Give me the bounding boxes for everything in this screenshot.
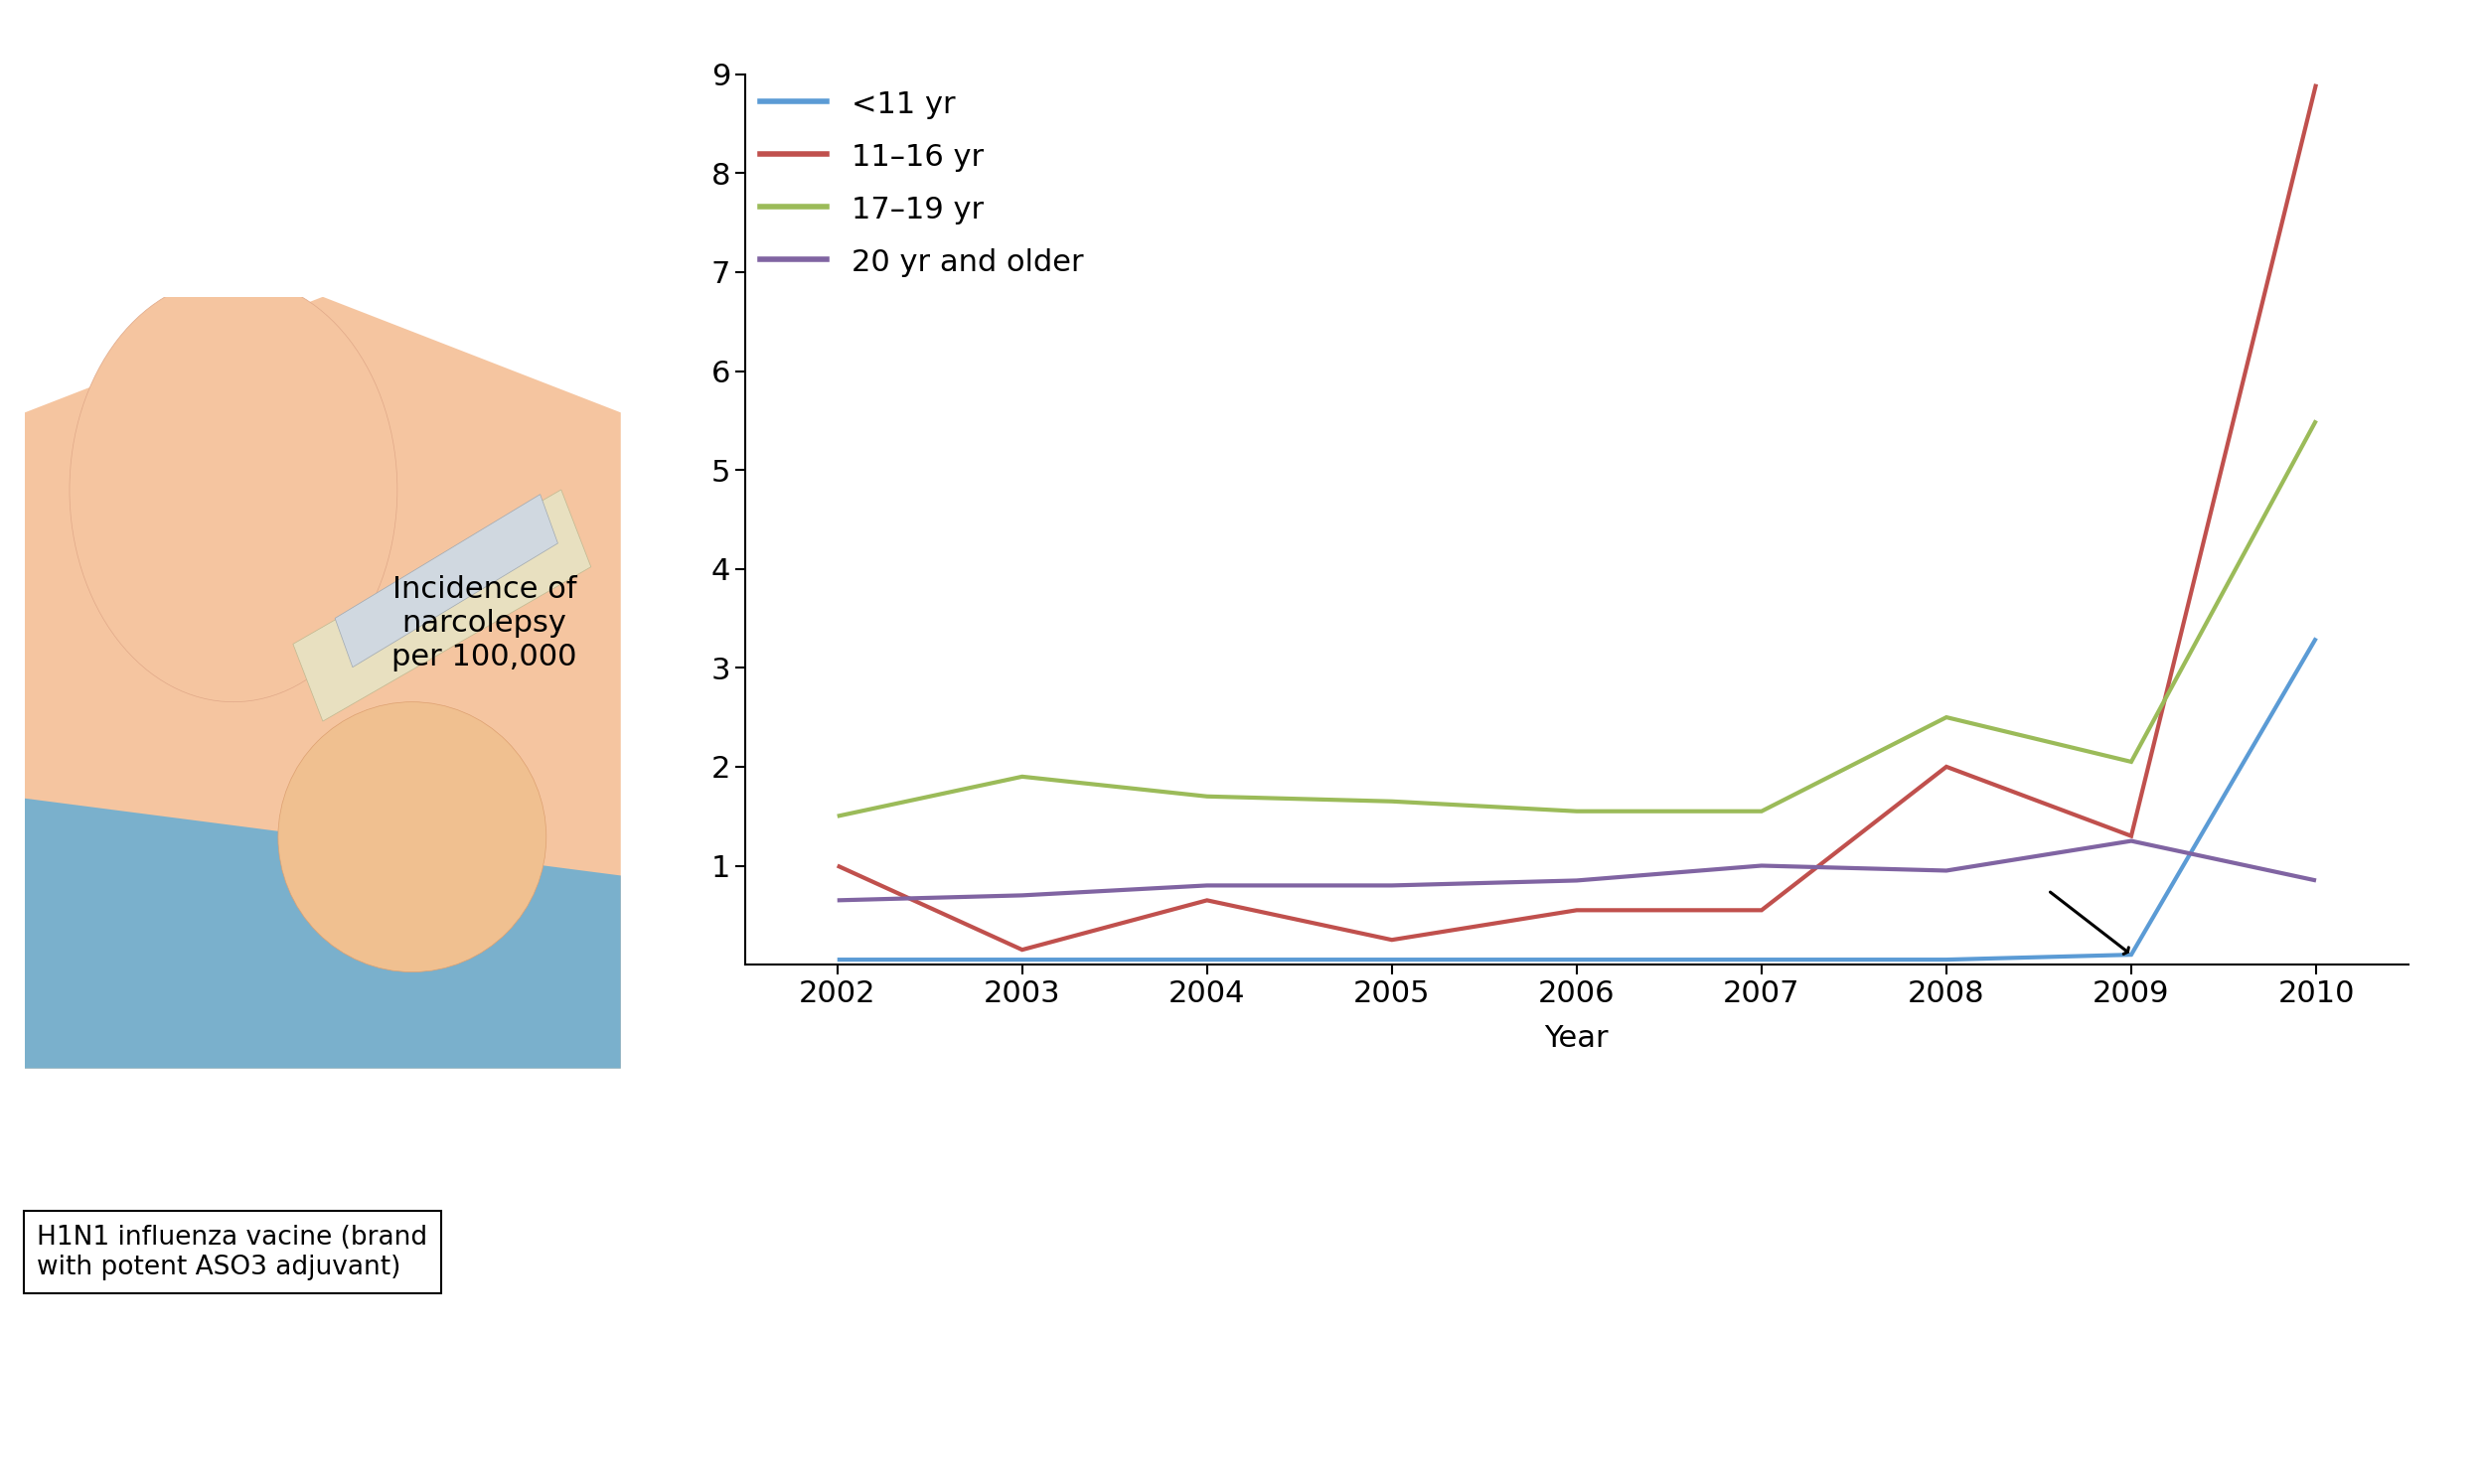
Ellipse shape	[70, 278, 397, 702]
Polygon shape	[293, 490, 591, 721]
Text: H1N1 influenza vacine (brand
with potent ASO3 adjuvant): H1N1 influenza vacine (brand with potent…	[37, 1224, 427, 1279]
Bar	[335, 494, 559, 668]
X-axis label: Year: Year	[1544, 1024, 1609, 1054]
Text: Incidence of
narcolepsy
per 100,000: Incidence of narcolepsy per 100,000	[392, 576, 576, 671]
Ellipse shape	[278, 702, 546, 972]
Polygon shape	[25, 297, 621, 1068]
Legend: <11 yr, 11–16 yr, 17–19 yr, 20 yr and older: <11 yr, 11–16 yr, 17–19 yr, 20 yr and ol…	[760, 89, 1083, 278]
Polygon shape	[25, 798, 621, 1068]
